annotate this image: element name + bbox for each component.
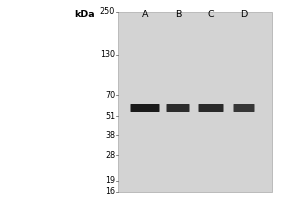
FancyBboxPatch shape	[167, 104, 190, 112]
Text: 130: 130	[100, 50, 115, 59]
FancyBboxPatch shape	[199, 104, 224, 112]
Text: D: D	[240, 10, 247, 19]
Text: B: B	[175, 10, 181, 19]
Text: A: A	[142, 10, 148, 19]
Text: 70: 70	[105, 91, 115, 100]
FancyBboxPatch shape	[233, 104, 254, 112]
Text: 19: 19	[105, 176, 115, 185]
Text: 16: 16	[105, 188, 115, 196]
Text: 250: 250	[100, 7, 115, 17]
FancyBboxPatch shape	[130, 104, 160, 112]
Bar	[118, 12, 272, 192]
Text: 51: 51	[105, 112, 115, 121]
Text: 28: 28	[105, 151, 115, 160]
Text: 38: 38	[105, 131, 115, 140]
Text: C: C	[208, 10, 214, 19]
Text: kDa: kDa	[75, 10, 95, 19]
